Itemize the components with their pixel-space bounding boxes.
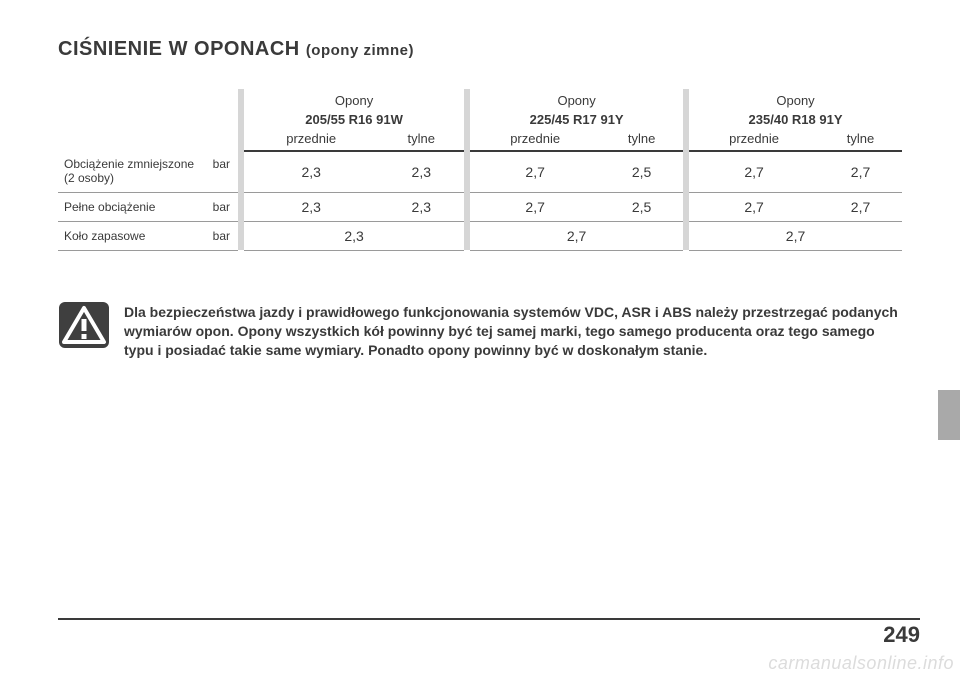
cell: 2,3 xyxy=(378,151,464,192)
subhead-1-front: przednie xyxy=(470,129,600,151)
cell: 2,3 xyxy=(244,151,378,192)
row-label-0: Obciążenie zmniejszone(2 osoby) bar xyxy=(58,151,238,192)
cell-spare: 2,7 xyxy=(470,221,683,250)
cell: 2,7 xyxy=(689,192,819,221)
header-blank xyxy=(58,89,238,151)
table-row: Pełne obciążenie bar 2,3 2,3 2,7 2,5 2,7… xyxy=(58,192,902,221)
cell: 2,7 xyxy=(470,192,600,221)
group-spec-2: 235/40 R18 91Y xyxy=(689,110,902,129)
title-sub: (opony zimne) xyxy=(306,42,414,59)
page-title: CIŚNIENIE W OPONACH (opony zimne) xyxy=(58,38,902,61)
cell: 2,7 xyxy=(689,151,819,192)
group-spec-0: 205/55 R16 91W xyxy=(244,110,464,129)
warning-text: Dla bezpieczeństwa jazdy i prawidłowego … xyxy=(124,301,902,360)
cell-spare: 2,7 xyxy=(689,221,902,250)
cell-spare: 2,3 xyxy=(244,221,464,250)
row-label-text: Pełne obciążenie xyxy=(64,200,155,214)
group-spec-1: 225/45 R17 91Y xyxy=(470,110,683,129)
row-label-spare: Koło zapasowe bar xyxy=(58,221,238,250)
warning-triangle-icon xyxy=(58,301,110,349)
subhead-2-front: przednie xyxy=(689,129,819,151)
group-label-0: Opony xyxy=(244,89,464,110)
row-label-text: Obciążenie zmniejszone(2 osoby) xyxy=(64,157,194,186)
row-unit: bar xyxy=(213,200,230,214)
tire-pressure-table: Opony Opony Opony 205/55 R16 91W 225/45 … xyxy=(58,89,902,251)
footer-rule xyxy=(58,618,920,620)
group-label-1: Opony xyxy=(470,89,683,110)
section-tab xyxy=(938,390,960,440)
page-footer: 249 xyxy=(58,618,920,648)
cell: 2,5 xyxy=(600,192,683,221)
row-unit: bar xyxy=(213,229,230,243)
watermark: carmanualsonline.info xyxy=(768,653,954,674)
warning-box: Dla bezpieczeństwa jazdy i prawidłowego … xyxy=(58,301,902,360)
cell: 2,3 xyxy=(244,192,378,221)
subhead-0-front: przednie xyxy=(244,129,378,151)
cell: 2,3 xyxy=(378,192,464,221)
table-row-spare: Koło zapasowe bar 2,3 2,7 2,7 xyxy=(58,221,902,250)
cell: 2,5 xyxy=(600,151,683,192)
title-main: CIŚNIENIE W OPONACH xyxy=(58,38,300,60)
group-label-2: Opony xyxy=(689,89,902,110)
subhead-1-rear: tylne xyxy=(600,129,683,151)
subhead-0-rear: tylne xyxy=(378,129,464,151)
table-row: Obciążenie zmniejszone(2 osoby) bar 2,3 … xyxy=(58,151,902,192)
row-unit: bar xyxy=(213,157,230,171)
row-label-1: Pełne obciążenie bar xyxy=(58,192,238,221)
cell: 2,7 xyxy=(819,151,902,192)
page-number: 249 xyxy=(58,622,920,648)
cell: 2,7 xyxy=(470,151,600,192)
cell: 2,7 xyxy=(819,192,902,221)
subhead-2-rear: tylne xyxy=(819,129,902,151)
row-label-text: Koło zapasowe xyxy=(64,229,145,243)
